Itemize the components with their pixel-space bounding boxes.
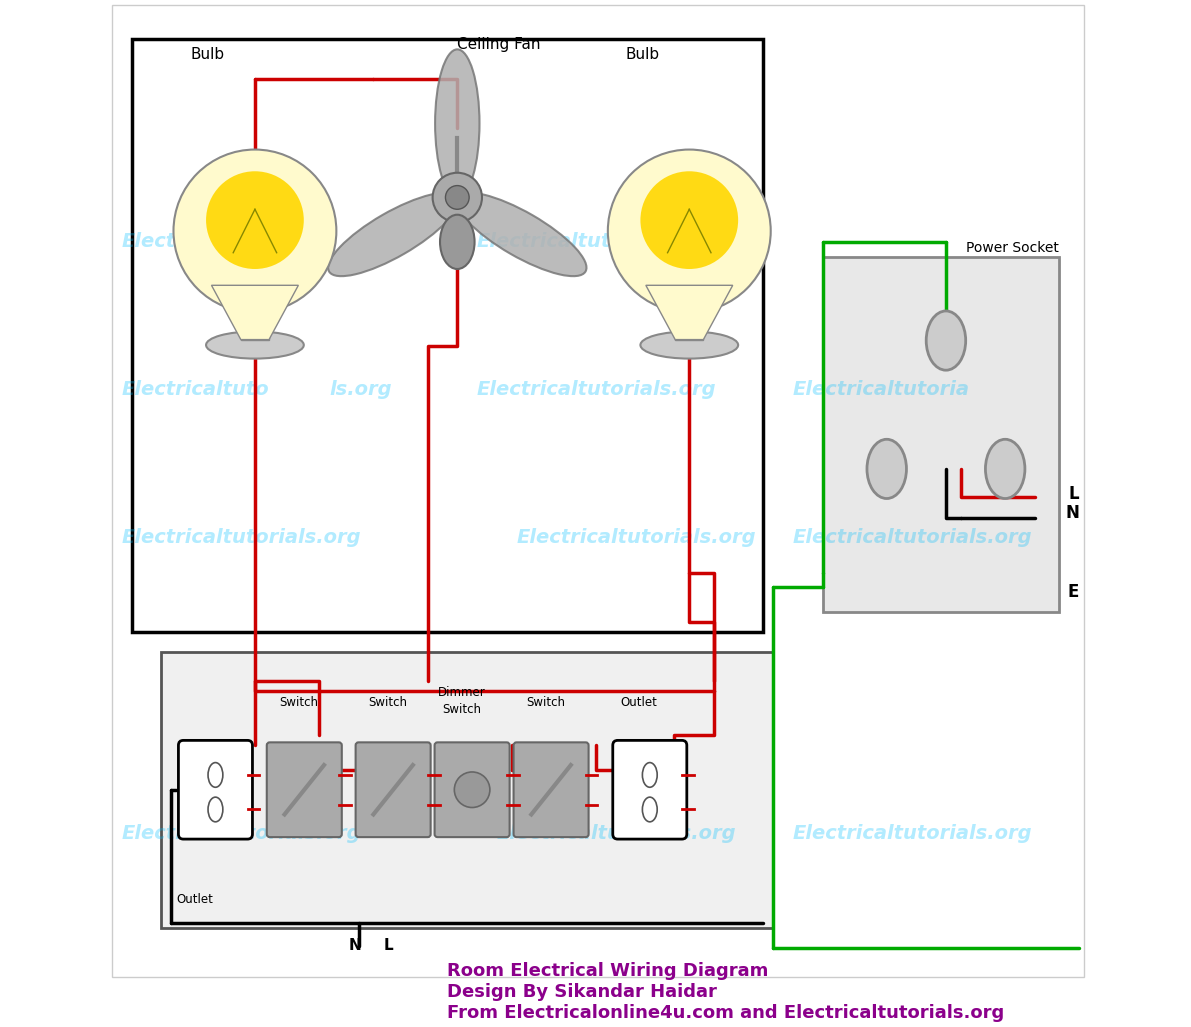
Text: Dimmer: Dimmer	[437, 686, 485, 699]
Circle shape	[174, 150, 336, 312]
Ellipse shape	[641, 332, 738, 358]
FancyBboxPatch shape	[613, 740, 687, 839]
Text: Electricaltutorials.org: Electricaltutorials.org	[517, 528, 756, 547]
Text: Ceiling Fan: Ceiling Fan	[457, 37, 541, 52]
Ellipse shape	[642, 797, 657, 822]
Text: Electricaltutorials.org: Electricaltutorials.org	[478, 232, 717, 251]
FancyBboxPatch shape	[267, 743, 342, 837]
FancyBboxPatch shape	[513, 743, 588, 837]
Ellipse shape	[985, 440, 1025, 498]
Text: Room Electrical Wiring Diagram
Design By Sikandar Haidar
From Electricalonline4u: Room Electrical Wiring Diagram Design By…	[448, 962, 1005, 1022]
Ellipse shape	[206, 332, 304, 358]
Text: N: N	[1065, 504, 1079, 523]
Text: E: E	[1068, 583, 1079, 601]
Text: Electricaltuto: Electricaltuto	[121, 380, 269, 398]
Text: Bulb: Bulb	[191, 47, 225, 63]
Text: Electricaltutorials.org: Electricaltutorials.org	[121, 528, 361, 547]
Ellipse shape	[208, 763, 223, 788]
Text: Power Socket: Power Socket	[966, 240, 1059, 255]
Text: Electricaltutorials.org: Electricaltutorials.org	[121, 824, 361, 843]
FancyBboxPatch shape	[179, 740, 252, 839]
Circle shape	[641, 172, 738, 269]
Circle shape	[445, 186, 469, 210]
Ellipse shape	[208, 797, 223, 822]
Text: Switch: Switch	[443, 702, 481, 716]
Text: Electricaltuto: Electricaltuto	[121, 232, 269, 251]
Ellipse shape	[867, 440, 906, 498]
Ellipse shape	[456, 193, 586, 276]
Bar	[823, 257, 1060, 612]
Ellipse shape	[642, 763, 657, 788]
Text: L: L	[1068, 485, 1079, 502]
Text: Outlet: Outlet	[621, 696, 657, 709]
Bar	[161, 651, 773, 928]
Text: Electricaltutorials.org: Electricaltutorials.org	[793, 824, 1033, 843]
Text: Electricaltutorials.org: Electricaltutorials.org	[478, 380, 717, 398]
Circle shape	[454, 772, 490, 807]
Bar	[675, 274, 704, 340]
FancyBboxPatch shape	[356, 743, 431, 837]
Polygon shape	[212, 286, 299, 340]
Text: Switch: Switch	[526, 696, 566, 709]
Text: Switch: Switch	[368, 696, 407, 709]
Circle shape	[607, 150, 771, 312]
Text: N: N	[349, 938, 361, 953]
Circle shape	[432, 173, 482, 222]
Text: Electricaltutorials.org: Electricaltutorials.org	[497, 824, 736, 843]
Circle shape	[206, 172, 304, 269]
Text: L: L	[384, 938, 393, 953]
Ellipse shape	[328, 193, 459, 276]
Ellipse shape	[439, 215, 474, 269]
Text: Bulb: Bulb	[625, 47, 660, 63]
Polygon shape	[646, 286, 732, 340]
Ellipse shape	[435, 49, 480, 197]
Text: Electricaltutorials.org: Electricaltutorials.org	[793, 528, 1033, 547]
Text: Switch: Switch	[280, 696, 319, 709]
Text: Electricaltutoria: Electricaltutoria	[793, 380, 969, 398]
Ellipse shape	[927, 311, 966, 370]
Text: ls.org: ls.org	[329, 380, 392, 398]
FancyBboxPatch shape	[435, 743, 510, 837]
Bar	[241, 274, 269, 340]
Bar	[131, 39, 763, 632]
Text: Outlet: Outlet	[176, 893, 213, 906]
